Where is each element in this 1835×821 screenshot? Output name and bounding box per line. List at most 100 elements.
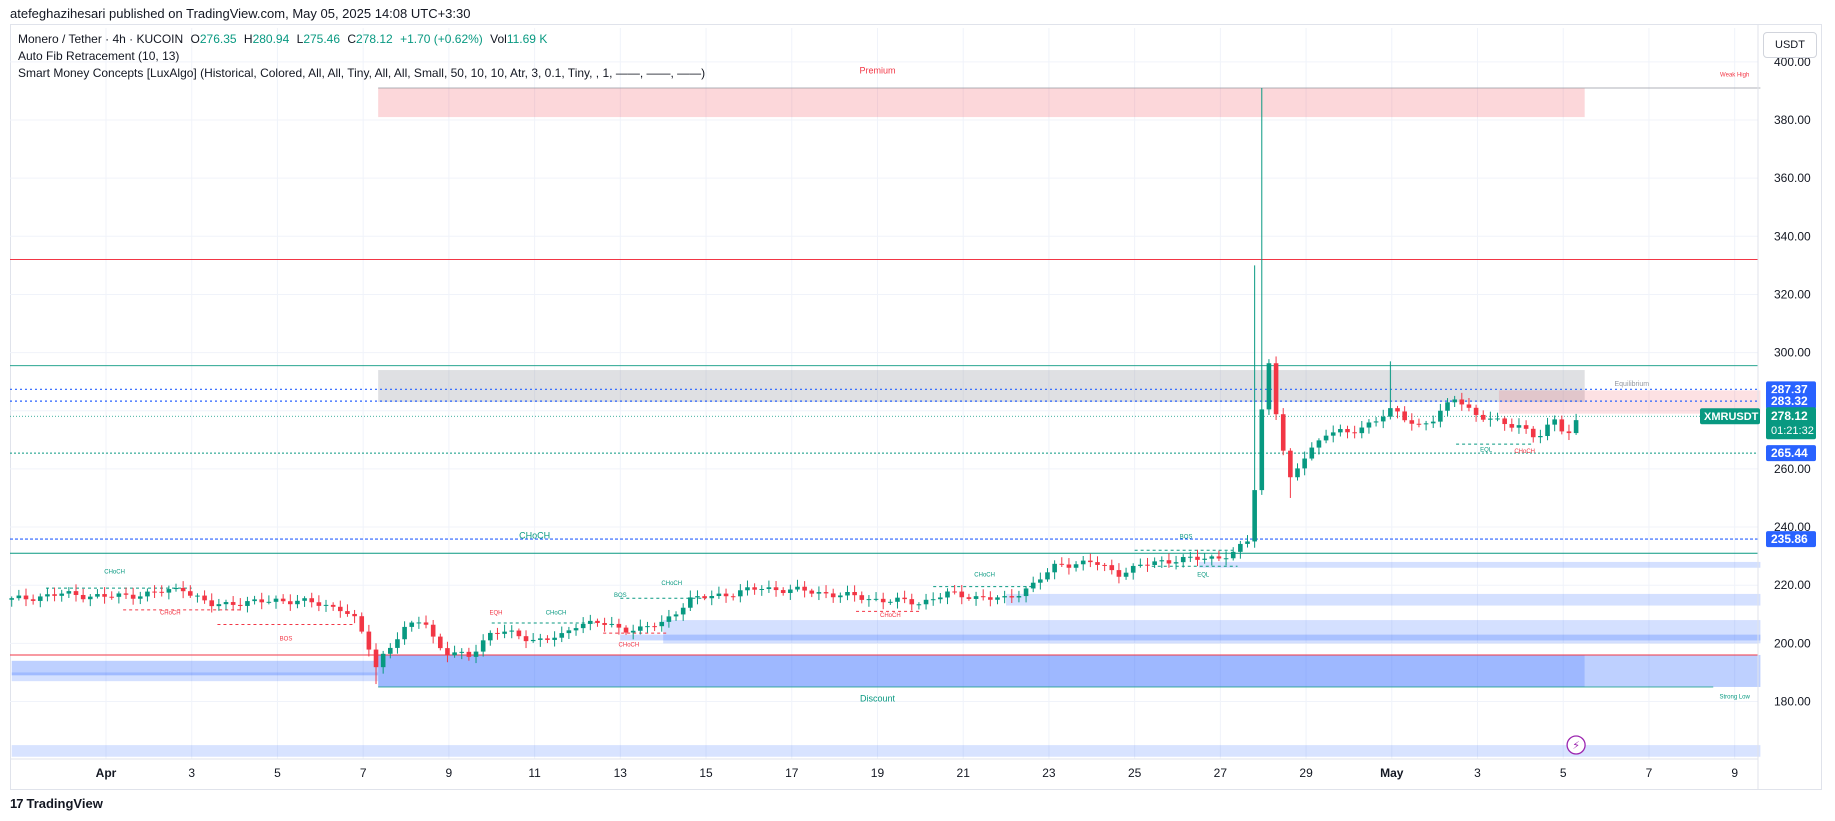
candle-body	[395, 639, 400, 648]
candle-body	[823, 592, 829, 594]
candle-body	[1273, 363, 1279, 415]
candle-body	[223, 602, 229, 605]
candle-body	[202, 595, 207, 601]
candle-body	[1202, 558, 1207, 560]
candle-body	[1566, 431, 1572, 434]
legend-change: +1.70 (+0.62%)	[400, 32, 483, 46]
candle-body	[1209, 556, 1215, 559]
candle-body	[866, 599, 872, 601]
candle-body	[723, 593, 729, 597]
candle-body	[23, 595, 29, 600]
candle-body	[638, 626, 643, 631]
candle-body	[209, 600, 215, 607]
candle-body	[180, 587, 186, 592]
price-level-label: 283.32	[1771, 394, 1808, 408]
candle-body	[609, 623, 615, 625]
smc-label: Strong Low	[1720, 695, 1751, 701]
last-price-tag	[1766, 407, 1816, 440]
candle-body	[102, 594, 107, 597]
candle-body	[130, 594, 136, 599]
candle-body	[59, 593, 65, 596]
x-tick-label: 5	[274, 766, 281, 780]
candle-body	[1266, 363, 1272, 410]
legend-open-label: O	[190, 32, 200, 46]
x-tick-label: 13	[614, 766, 628, 780]
candle-body	[1366, 422, 1372, 428]
candle-body	[595, 620, 600, 624]
legend-ohlc: Monero / Tether · 4h · KUCOIN O276.35 H2…	[18, 32, 547, 46]
candle-body	[966, 597, 972, 599]
x-tick-label: 19	[871, 766, 885, 780]
candle-body	[745, 587, 750, 591]
currency-selector[interactable]: USDT	[1763, 32, 1817, 58]
tradingview-mark-icon: 17	[10, 796, 24, 811]
candle-body	[1573, 420, 1579, 434]
candle-body	[173, 587, 179, 590]
candle-body	[1016, 596, 1022, 598]
candle-body	[752, 587, 757, 590]
candle-body	[1416, 423, 1422, 425]
candle-body	[52, 594, 57, 596]
candle-body	[280, 598, 286, 602]
candle-body	[66, 591, 72, 594]
candle-body	[702, 596, 707, 599]
legend-indicator-smc[interactable]: Smart Money Concepts [LuxAlgo] (Historic…	[18, 66, 706, 80]
candle-body	[145, 591, 150, 597]
candle-body	[1059, 563, 1065, 565]
candle-body	[316, 602, 322, 606]
candle-body	[1216, 556, 1222, 559]
candle-body	[37, 596, 43, 601]
candle-body	[1330, 432, 1336, 436]
candle-body	[730, 596, 736, 598]
price-level-label: 265.44	[1771, 446, 1808, 460]
candle-body	[80, 594, 86, 600]
candle-body	[1302, 458, 1307, 469]
candle-body	[623, 627, 629, 633]
candle-body	[1230, 551, 1236, 559]
demand-block-left	[11, 660, 379, 676]
candle-body	[845, 592, 850, 596]
candle-body	[1480, 414, 1486, 420]
candle-body	[1409, 420, 1415, 424]
candle-body	[1245, 541, 1250, 544]
x-tick-label: 17	[785, 766, 799, 780]
candle-body	[1023, 588, 1029, 597]
candle-body	[1052, 563, 1057, 573]
candle-body	[788, 589, 793, 593]
tradingview-brand: TradingView	[26, 796, 103, 811]
demand-order-block-bottom	[11, 745, 1761, 757]
smc-label: EQL	[1480, 447, 1493, 453]
candle-body	[116, 593, 122, 597]
smc-label: Discount	[860, 694, 896, 704]
candle-body	[1073, 564, 1079, 568]
candle-body	[988, 597, 993, 600]
x-tick-label: 25	[1128, 766, 1142, 780]
candle-body	[1452, 399, 1457, 403]
equilibrium-zone	[378, 370, 1585, 403]
smc-label: BOS	[280, 636, 293, 642]
legend-indicator-fib[interactable]: Auto Fib Retracement (10, 13)	[18, 49, 180, 63]
candle-body	[1395, 408, 1400, 412]
candle-body	[452, 652, 457, 656]
event-marker-icon[interactable]	[1566, 735, 1586, 755]
price-level-label: 235.86	[1771, 532, 1808, 546]
candle-body	[759, 588, 765, 590]
y-tick-label: 400.00	[1774, 55, 1811, 69]
candle-body	[73, 591, 79, 595]
x-tick-label: 27	[1214, 766, 1228, 780]
candle-body	[1473, 407, 1479, 415]
candle-body	[852, 592, 857, 596]
candle-body	[373, 649, 379, 668]
candle-body	[1045, 572, 1050, 580]
candle-body	[930, 599, 936, 601]
candle-body	[573, 628, 579, 631]
candle-body	[266, 601, 272, 603]
candle-body	[366, 631, 372, 650]
x-tick-label: Apr	[96, 766, 117, 780]
legend-open-value: 276.35	[199, 32, 237, 46]
candle-body	[1116, 570, 1122, 577]
candle-body	[216, 604, 222, 607]
candle-body	[423, 622, 429, 625]
candle-body	[688, 597, 693, 608]
